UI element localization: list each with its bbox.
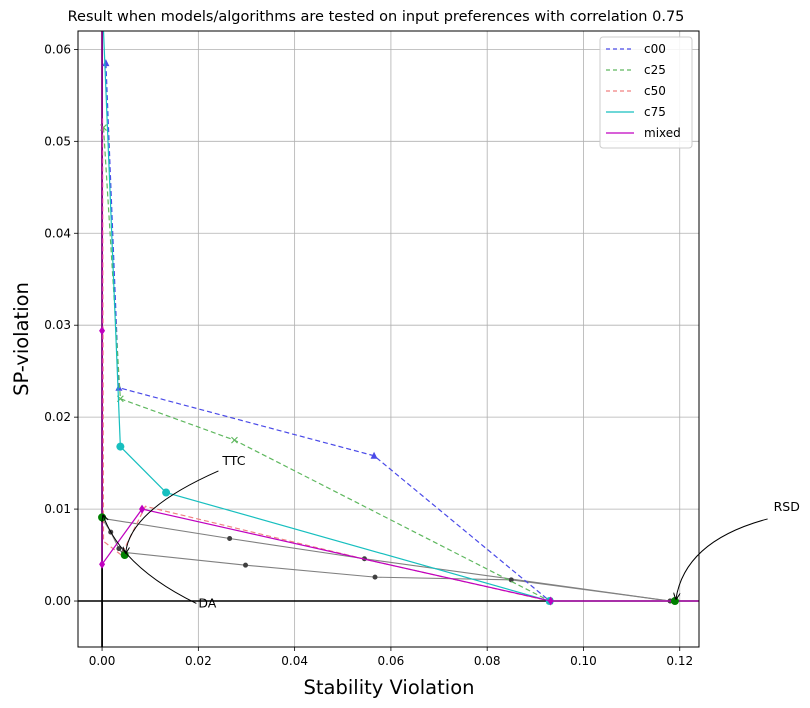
highlight-point — [670, 597, 679, 606]
series-line-mixed — [101, 31, 699, 602]
legend-label-c50: c50 — [644, 84, 666, 98]
series-mixed — [99, 31, 699, 606]
series-c25 — [100, 124, 554, 605]
legend-label-c00: c00 — [644, 42, 666, 56]
legend-box — [599, 36, 693, 149]
annotations: TTC DA RSD — [103, 453, 800, 610]
series-point-c00 — [370, 451, 378, 459]
x-tick-label: 0.00 — [89, 654, 116, 668]
series-c75 — [102, 31, 554, 606]
y-tick-label: 0.04 — [44, 226, 71, 240]
legend-label-c25: c25 — [644, 63, 666, 77]
legend-label-mixed: mixed — [644, 126, 681, 140]
reference-point — [372, 574, 378, 580]
annotation-label: TTC — [221, 453, 245, 468]
series-line-c25 — [102, 127, 551, 602]
y-tick-label: 0.05 — [44, 134, 71, 148]
x-axis-label: Stability Violation — [304, 676, 475, 699]
chart-title: Result when models/algorithms are tested… — [68, 9, 685, 25]
reference-line — [123, 551, 671, 602]
x-tick-label: 0.10 — [570, 654, 597, 668]
reference-point — [227, 536, 233, 542]
series-point-c00 — [115, 383, 123, 391]
y-tick-label: 0.02 — [44, 410, 71, 424]
series-point-c00 — [102, 59, 110, 67]
series-point-c75 — [116, 442, 125, 451]
reference-lines — [99, 515, 673, 604]
reference-point — [243, 562, 249, 568]
annotation-arrow — [103, 515, 197, 604]
reference-point — [116, 546, 122, 552]
series-point-c25 — [231, 436, 238, 444]
grid — [78, 31, 699, 647]
series-point-c75 — [162, 488, 171, 497]
x-tick-label: 0.04 — [281, 654, 308, 668]
legend: c00 c25 c50 c75 mixed — [599, 36, 693, 149]
plot-frame — [77, 30, 700, 648]
x-ticks: 0.00 0.02 0.04 0.06 0.08 0.10 0.12 — [89, 647, 693, 668]
series-point-mixed — [99, 559, 106, 569]
y-axis-label: SP-violation — [10, 282, 33, 396]
y-tick-label: 0.01 — [44, 502, 71, 516]
y-tick-label: 0.06 — [44, 42, 71, 56]
annotation-arrow — [126, 470, 219, 553]
y-ticks: 0.00 0.01 0.02 0.03 0.04 0.05 0.06 — [44, 42, 78, 608]
legend-label-c75: c75 — [644, 105, 666, 119]
y-tick-label: 0.00 — [44, 594, 71, 608]
series-c00 — [102, 59, 554, 605]
annotation-label: DA — [198, 595, 216, 610]
series-point-mixed — [99, 326, 106, 336]
series-point-mixed — [139, 504, 146, 514]
reference-line — [101, 517, 671, 602]
series-line-c75 — [102, 31, 550, 602]
x-tick-label: 0.02 — [185, 654, 212, 668]
reference-point — [508, 577, 514, 583]
y-tick-label: 0.03 — [44, 318, 71, 332]
x-tick-label: 0.06 — [378, 654, 405, 668]
annotation-arrow — [676, 518, 768, 599]
annotation-label: RSD — [774, 499, 800, 514]
series-line-c00 — [105, 63, 551, 602]
series-point-mixed — [547, 596, 554, 606]
x-tick-label: 0.12 — [666, 654, 693, 668]
x-tick-label: 0.08 — [474, 654, 501, 668]
